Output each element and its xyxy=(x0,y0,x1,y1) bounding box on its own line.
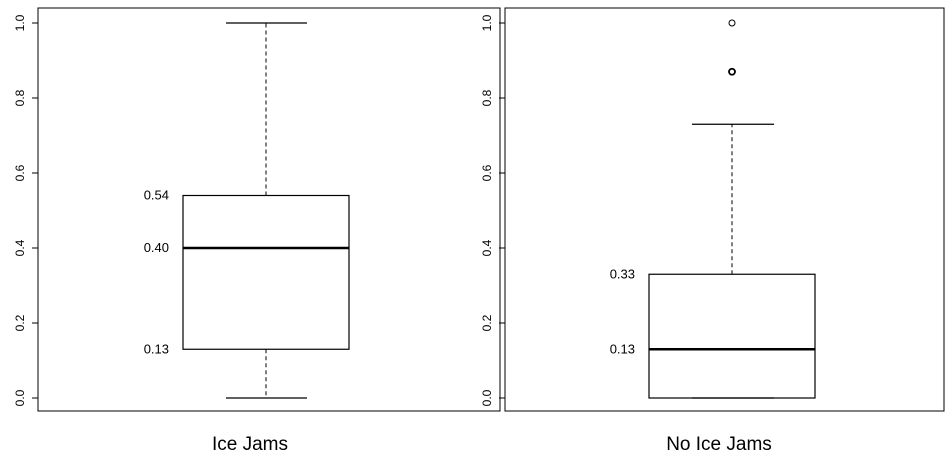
y-tick-label: 0.6 xyxy=(13,164,27,181)
boxplot-panel-0: 0.0 0.2 0.4 0.6 0.8 1.0 0.54 0.40 0.13 xyxy=(13,7,501,412)
y-tick-label: 0.2 xyxy=(13,314,27,331)
outlier-point xyxy=(728,19,736,27)
panel-caption-no-ice-jams: No Ice Jams xyxy=(666,434,772,455)
plot-frame xyxy=(504,7,945,412)
y-tick-label: 0.4 xyxy=(13,239,27,256)
panel-caption-ice-jams: Ice Jams xyxy=(211,434,289,455)
value-annotation: 0.40 xyxy=(144,240,169,255)
y-tick-label: 0.4 xyxy=(480,239,494,256)
plot-frame xyxy=(37,7,501,412)
y-tick-label: 0.8 xyxy=(13,89,27,106)
value-annotation: 0.33 xyxy=(610,266,635,281)
y-tick-label: 0.8 xyxy=(480,89,494,106)
y-tick-label: 0.2 xyxy=(480,314,494,331)
y-tick-label: 1.0 xyxy=(480,14,494,31)
y-tick-label: 1.0 xyxy=(13,14,27,31)
boxplot-panel-1: 0.0 0.2 0.4 0.6 0.8 1.0 0.33 0.13 xyxy=(480,7,945,412)
value-annotation: 0.13 xyxy=(144,341,169,356)
y-tick-label: 0.0 xyxy=(480,389,494,406)
iqr-box xyxy=(182,194,350,350)
value-annotation: 0.13 xyxy=(610,341,635,356)
value-annotation: 0.54 xyxy=(144,188,169,203)
iqr-box xyxy=(648,273,816,399)
y-tick-label: 0.0 xyxy=(13,389,27,406)
y-tick-label: 0.6 xyxy=(480,164,494,181)
outlier-point xyxy=(728,67,736,76)
